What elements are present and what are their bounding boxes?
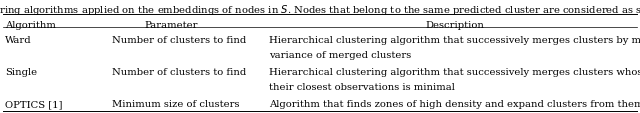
Text: their closest observations is minimal: their closest observations is minimal (269, 82, 454, 91)
Text: variance of merged clusters: variance of merged clusters (269, 51, 411, 60)
Text: Algorithm: Algorithm (5, 20, 56, 29)
Text: Hierarchical clustering algorithm that successively merges clusters whose distan: Hierarchical clustering algorithm that s… (269, 68, 640, 77)
Text: Number of clusters to find: Number of clusters to find (112, 36, 246, 45)
Text: OPTICS [1]: OPTICS [1] (5, 99, 63, 108)
Text: Description: Description (425, 20, 484, 29)
Text: Minimum size of clusters: Minimum size of clusters (112, 99, 239, 108)
Text: Number of clusters to find: Number of clusters to find (112, 68, 246, 77)
Text: Hierarchical clustering algorithm that successively merges clusters by minimizin: Hierarchical clustering algorithm that s… (269, 36, 640, 45)
Text: Algorithm that finds zones of high density and expand clusters from them: Algorithm that finds zones of high densi… (269, 99, 640, 108)
Text: Single: Single (5, 68, 37, 77)
Text: Parameter: Parameter (145, 20, 198, 29)
Text: Clustering algorithms applied on the embeddings of nodes in $\mathit{S}$. Nodes : Clustering algorithms applied on the emb… (0, 3, 640, 17)
Text: Ward: Ward (5, 36, 32, 45)
